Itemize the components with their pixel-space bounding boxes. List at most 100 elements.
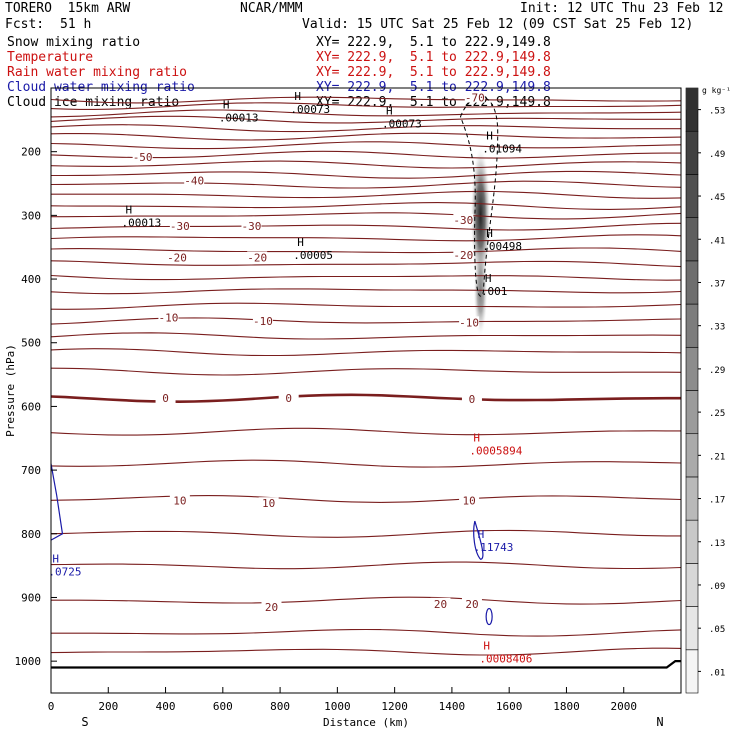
temperature-label: -30 bbox=[453, 214, 473, 227]
colorbar-tick-label: .53 bbox=[709, 107, 725, 117]
temperature-contour bbox=[50, 150, 681, 159]
maximum-marker: H bbox=[223, 98, 230, 111]
temperature-contour bbox=[50, 132, 682, 141]
temperature-contour bbox=[51, 628, 682, 637]
temperature-contour bbox=[50, 427, 681, 436]
temperature-label: -30 bbox=[170, 220, 190, 233]
temperature-contour bbox=[50, 274, 682, 281]
x-tick-label: 1200 bbox=[381, 700, 408, 713]
temperature-label: 10 bbox=[462, 495, 475, 508]
temperature-contour bbox=[50, 495, 682, 503]
temperature-label-bg bbox=[155, 392, 176, 404]
temperature-label-bg bbox=[278, 392, 299, 404]
field-xy-temperature: XY= 222.9, 5.1 to 222.9,149.8 bbox=[316, 50, 551, 65]
colorbar-tick-label: .41 bbox=[709, 236, 725, 246]
temperature-contour bbox=[51, 596, 682, 605]
y-tick-label: 900 bbox=[21, 591, 41, 604]
x-tick-label: 1000 bbox=[324, 700, 351, 713]
colorbar-segment bbox=[685, 519, 699, 564]
temperature-contour bbox=[50, 124, 681, 133]
y-tick-label: 200 bbox=[21, 146, 41, 159]
temperature-label: -10 bbox=[459, 316, 479, 329]
temperature-label-bg bbox=[453, 248, 474, 260]
temperature-contour bbox=[50, 367, 682, 376]
hydrometeor-outlines bbox=[50, 96, 499, 626]
temperature-contour bbox=[50, 247, 682, 254]
temperature-contour bbox=[50, 302, 682, 310]
snow-shading-tail bbox=[473, 246, 488, 337]
y-axis-label: Pressure (hPa) bbox=[4, 344, 17, 437]
temperature-label-bg bbox=[167, 251, 187, 263]
temperature-label: -10 bbox=[253, 315, 273, 328]
colorbar-top bbox=[686, 88, 698, 110]
maximum-value: .00073 bbox=[382, 118, 422, 131]
temperature-label-bg bbox=[461, 392, 482, 404]
field-xy-snow: XY= 222.9, 5.1 to 222.9,149.8 bbox=[316, 35, 551, 50]
maximum-value: .00498 bbox=[482, 240, 522, 253]
temperature-contour bbox=[50, 102, 682, 110]
temperature-contour bbox=[50, 260, 682, 268]
x-tick-label: 800 bbox=[270, 700, 290, 713]
cloud-ice-outline bbox=[459, 96, 499, 297]
temperature-contour bbox=[50, 647, 682, 656]
temperature-label: -70 bbox=[465, 92, 485, 105]
x-tick-label: 1400 bbox=[439, 700, 466, 713]
y-tick-label: 300 bbox=[21, 209, 41, 222]
ground-line bbox=[51, 660, 681, 669]
temperature-label: -20 bbox=[247, 251, 267, 264]
plot-frame bbox=[50, 87, 682, 694]
temperature-label-bg bbox=[158, 311, 179, 323]
maximum-marker: H bbox=[294, 90, 301, 103]
snow-shading-layer bbox=[470, 145, 491, 337]
x-tick-label: 400 bbox=[156, 700, 176, 713]
y-tick-label: 600 bbox=[21, 400, 41, 413]
forecast-label: Fcst: bbox=[5, 17, 45, 32]
temperature-contour bbox=[50, 180, 682, 189]
colorbar-tick-label: .33 bbox=[709, 323, 725, 333]
colorbar-tick-label: .13 bbox=[709, 539, 725, 549]
colorbar-tick-label: .17 bbox=[709, 496, 725, 506]
y-tick-label: 1000 bbox=[15, 655, 42, 668]
y-tick-label: 500 bbox=[21, 337, 41, 350]
temperature-label-bg bbox=[247, 251, 268, 263]
temperature-contour bbox=[50, 332, 682, 340]
temperature-contour bbox=[51, 170, 682, 179]
header-block: TORERO 15km ARW NCAR/MMM Init: 12 UTC Th… bbox=[0, 0, 740, 110]
colorbar-tick-label: .05 bbox=[709, 625, 725, 635]
temperature-label-bg bbox=[459, 316, 480, 328]
colorbar-segment bbox=[685, 649, 699, 694]
cloud-water-outline-small bbox=[485, 607, 493, 626]
temperature-label-bg bbox=[459, 494, 480, 506]
temperature-label: -20 bbox=[167, 251, 187, 264]
maximum-marker: H bbox=[486, 129, 493, 142]
maximum-marker: H bbox=[297, 236, 304, 249]
maximum-marker: H bbox=[483, 640, 490, 653]
temperature-label-bg bbox=[252, 315, 273, 327]
south-label: S bbox=[81, 715, 88, 729]
maximum-value: .0008406 bbox=[479, 653, 532, 666]
temperature-contour bbox=[50, 529, 681, 538]
maximum-value: .00013 bbox=[219, 111, 259, 124]
colorbar-tick-label: .29 bbox=[709, 366, 725, 376]
colorbar-segment bbox=[685, 346, 699, 391]
temperature-contour bbox=[50, 459, 682, 468]
temperature-label: -10 bbox=[158, 311, 178, 324]
temperature-contour bbox=[50, 317, 682, 325]
y-tick-label: 400 bbox=[21, 273, 41, 286]
colorbar-tick-label: .21 bbox=[709, 452, 725, 462]
x-axis-label: Distance (km) bbox=[323, 716, 409, 729]
temperature-contour bbox=[50, 561, 682, 570]
temperature-contour bbox=[50, 109, 682, 118]
freezing-level-line bbox=[50, 393, 681, 404]
cloud-water-outline-mid bbox=[473, 520, 484, 560]
colorbar-segment bbox=[685, 303, 699, 348]
colorbar-tick-label: .01 bbox=[709, 668, 725, 678]
maximum-value: .0005894 bbox=[469, 444, 522, 457]
temperature-contour bbox=[50, 202, 682, 210]
maximum-marker: H bbox=[478, 528, 485, 541]
maximum-value: .001 bbox=[481, 285, 508, 298]
cloud-water-outline-left bbox=[50, 463, 64, 541]
temperature-label: 0 bbox=[469, 393, 476, 406]
temperature-contour bbox=[51, 190, 682, 199]
